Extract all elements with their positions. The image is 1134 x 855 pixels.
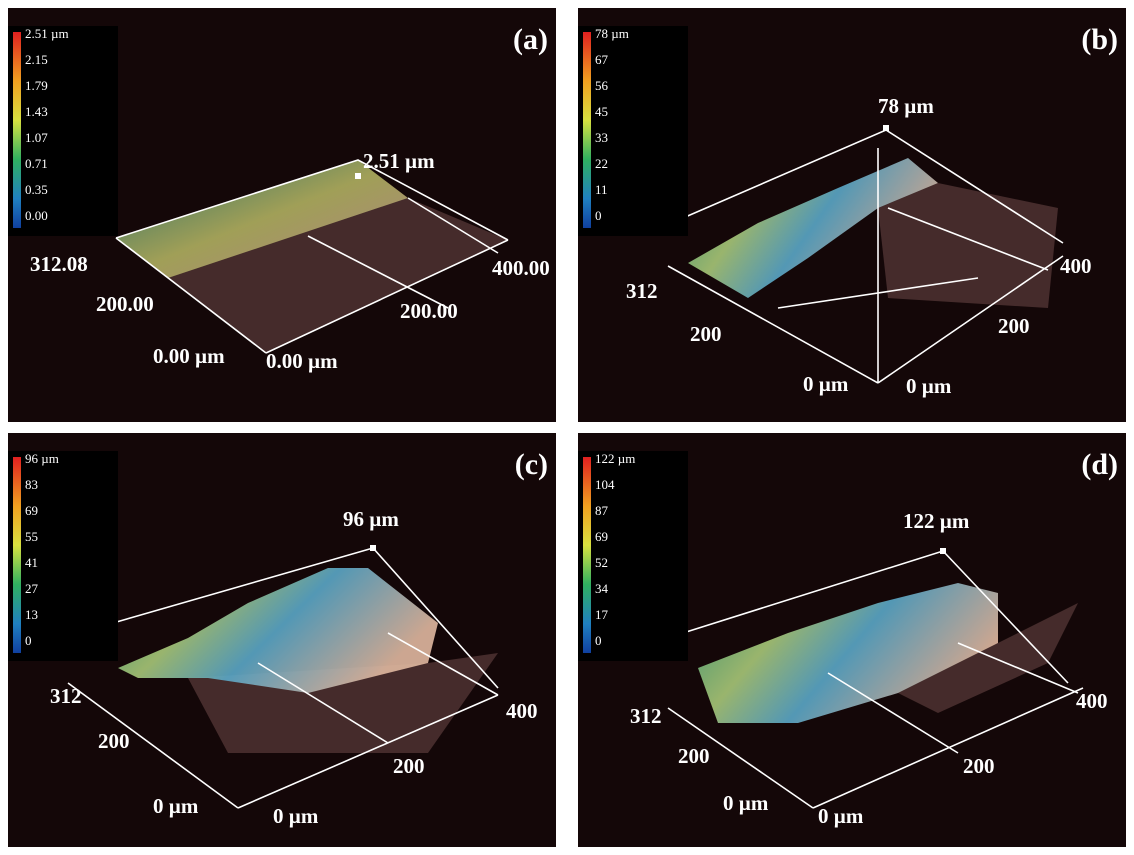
colorbar-label: 87: [595, 503, 609, 518]
axis-label: 200: [678, 744, 710, 768]
axis-label: 312: [626, 279, 658, 303]
colorbar-label: 45: [595, 104, 608, 119]
colorbar-label: 13: [25, 607, 38, 622]
panel-label: (b): [1081, 23, 1118, 56]
colorbar-label: 1.79: [25, 78, 48, 93]
colorbar-label: 69: [25, 503, 38, 518]
panel-label: (d): [1081, 448, 1118, 481]
colorbar-label: 67: [595, 52, 609, 67]
axis-label: 400.00: [492, 256, 550, 280]
colorbar-label: 33: [595, 130, 608, 145]
axis-label: 0 µm: [803, 372, 849, 396]
panel: 78 µm 67 56 45 33 22 11 0 (b) 78 µm 312 200 0 µm 0 µm…: [578, 8, 1126, 422]
colorbar-label: 56: [595, 78, 609, 93]
colorbar-label: 104: [595, 477, 615, 492]
colorbar-label: 122 µm: [595, 451, 635, 466]
colorbar-label: 0.71: [25, 156, 48, 171]
axis-label: 200: [963, 754, 995, 778]
axis-label: 0.00 µm: [153, 344, 225, 368]
peak-label: 78 µm: [878, 94, 934, 118]
peak-marker: [883, 125, 889, 131]
axis-label: 200.00: [96, 292, 154, 316]
axis-label: 312: [50, 684, 82, 708]
colorbar-label: 41: [25, 555, 38, 570]
colorbar-label: 52: [595, 555, 608, 570]
colorbar-label: 17: [595, 607, 609, 622]
peak-label: 2.51 µm: [363, 149, 435, 173]
colorbar-label: 78 µm: [595, 26, 629, 41]
peak-marker: [370, 545, 376, 551]
panel: 2.51 µm 2.15 1.79 1.43 1.07 0.71 0.35 0.00 (a) 2.…: [8, 8, 556, 422]
axis-label: 0.00 µm: [266, 349, 338, 373]
axis-label: 0 µm: [273, 804, 319, 828]
axis-label: 200.00: [400, 299, 458, 323]
colorbar-label: 22: [595, 156, 608, 171]
colorbar-label: 0.00: [25, 208, 48, 223]
page: {"panels": [ {"label": "(a)", "scale": […: [0, 0, 1134, 855]
panel: 96 µm 83 69 55 41 27 13 0 (c) 96 µm 312 200 0 µm 0 µm…: [8, 433, 556, 847]
colorbar-label: 1.43: [25, 104, 48, 119]
axis-label: 400: [1060, 254, 1092, 278]
colorbar-label: 0.35: [25, 182, 48, 197]
axis-label: 200: [690, 322, 722, 346]
colorbar-label: 2.15: [25, 52, 48, 67]
colorbar-label: 2.51 µm: [25, 26, 69, 41]
figure: 2.51 µm 2.15 1.79 1.43 1.07 0.71 0.35 0.00 (a) 2.…: [0, 0, 1134, 855]
colorbar: [13, 32, 21, 228]
panel-label: (a): [513, 23, 548, 56]
axis-label: 312.08: [30, 252, 88, 276]
colorbar-label: 0: [25, 633, 32, 648]
axis-label: 400: [1076, 689, 1108, 713]
colorbar-label: 83: [25, 477, 38, 492]
axis-label: 0 µm: [153, 794, 199, 818]
peak-label: 96 µm: [343, 507, 399, 531]
axis-label: 200: [98, 729, 130, 753]
panel-label: (c): [515, 448, 548, 481]
peak-marker: [940, 548, 946, 554]
peak-label: 122 µm: [903, 509, 970, 533]
axis-label: 0 µm: [723, 791, 769, 815]
peak-marker: [355, 173, 361, 179]
colorbar-label: 1.07: [25, 130, 48, 145]
axis-label: 400: [506, 699, 538, 723]
axis-label: 0 µm: [818, 804, 864, 828]
axis-label: 200: [998, 314, 1030, 338]
colorbar-label: 27: [25, 581, 39, 596]
colorbar: [583, 32, 591, 228]
colorbar: [13, 457, 21, 653]
colorbar: [583, 457, 591, 653]
colorbar-label: 11: [595, 182, 608, 197]
axis-label: 0 µm: [906, 374, 952, 398]
axis-label: 312: [630, 704, 662, 728]
colorbar-label: 0: [595, 208, 602, 223]
panel: 122 µm 104 87 69 52 34 17 0 (d) 122 µm 312 200 0 µm 0…: [578, 433, 1126, 847]
colorbar-label: 96 µm: [25, 451, 59, 466]
colorbar-label: 55: [25, 529, 38, 544]
colorbar-label: 69: [595, 529, 608, 544]
colorbar-label: 34: [595, 581, 609, 596]
colorbar-label: 0: [595, 633, 602, 648]
axis-label: 200: [393, 754, 425, 778]
